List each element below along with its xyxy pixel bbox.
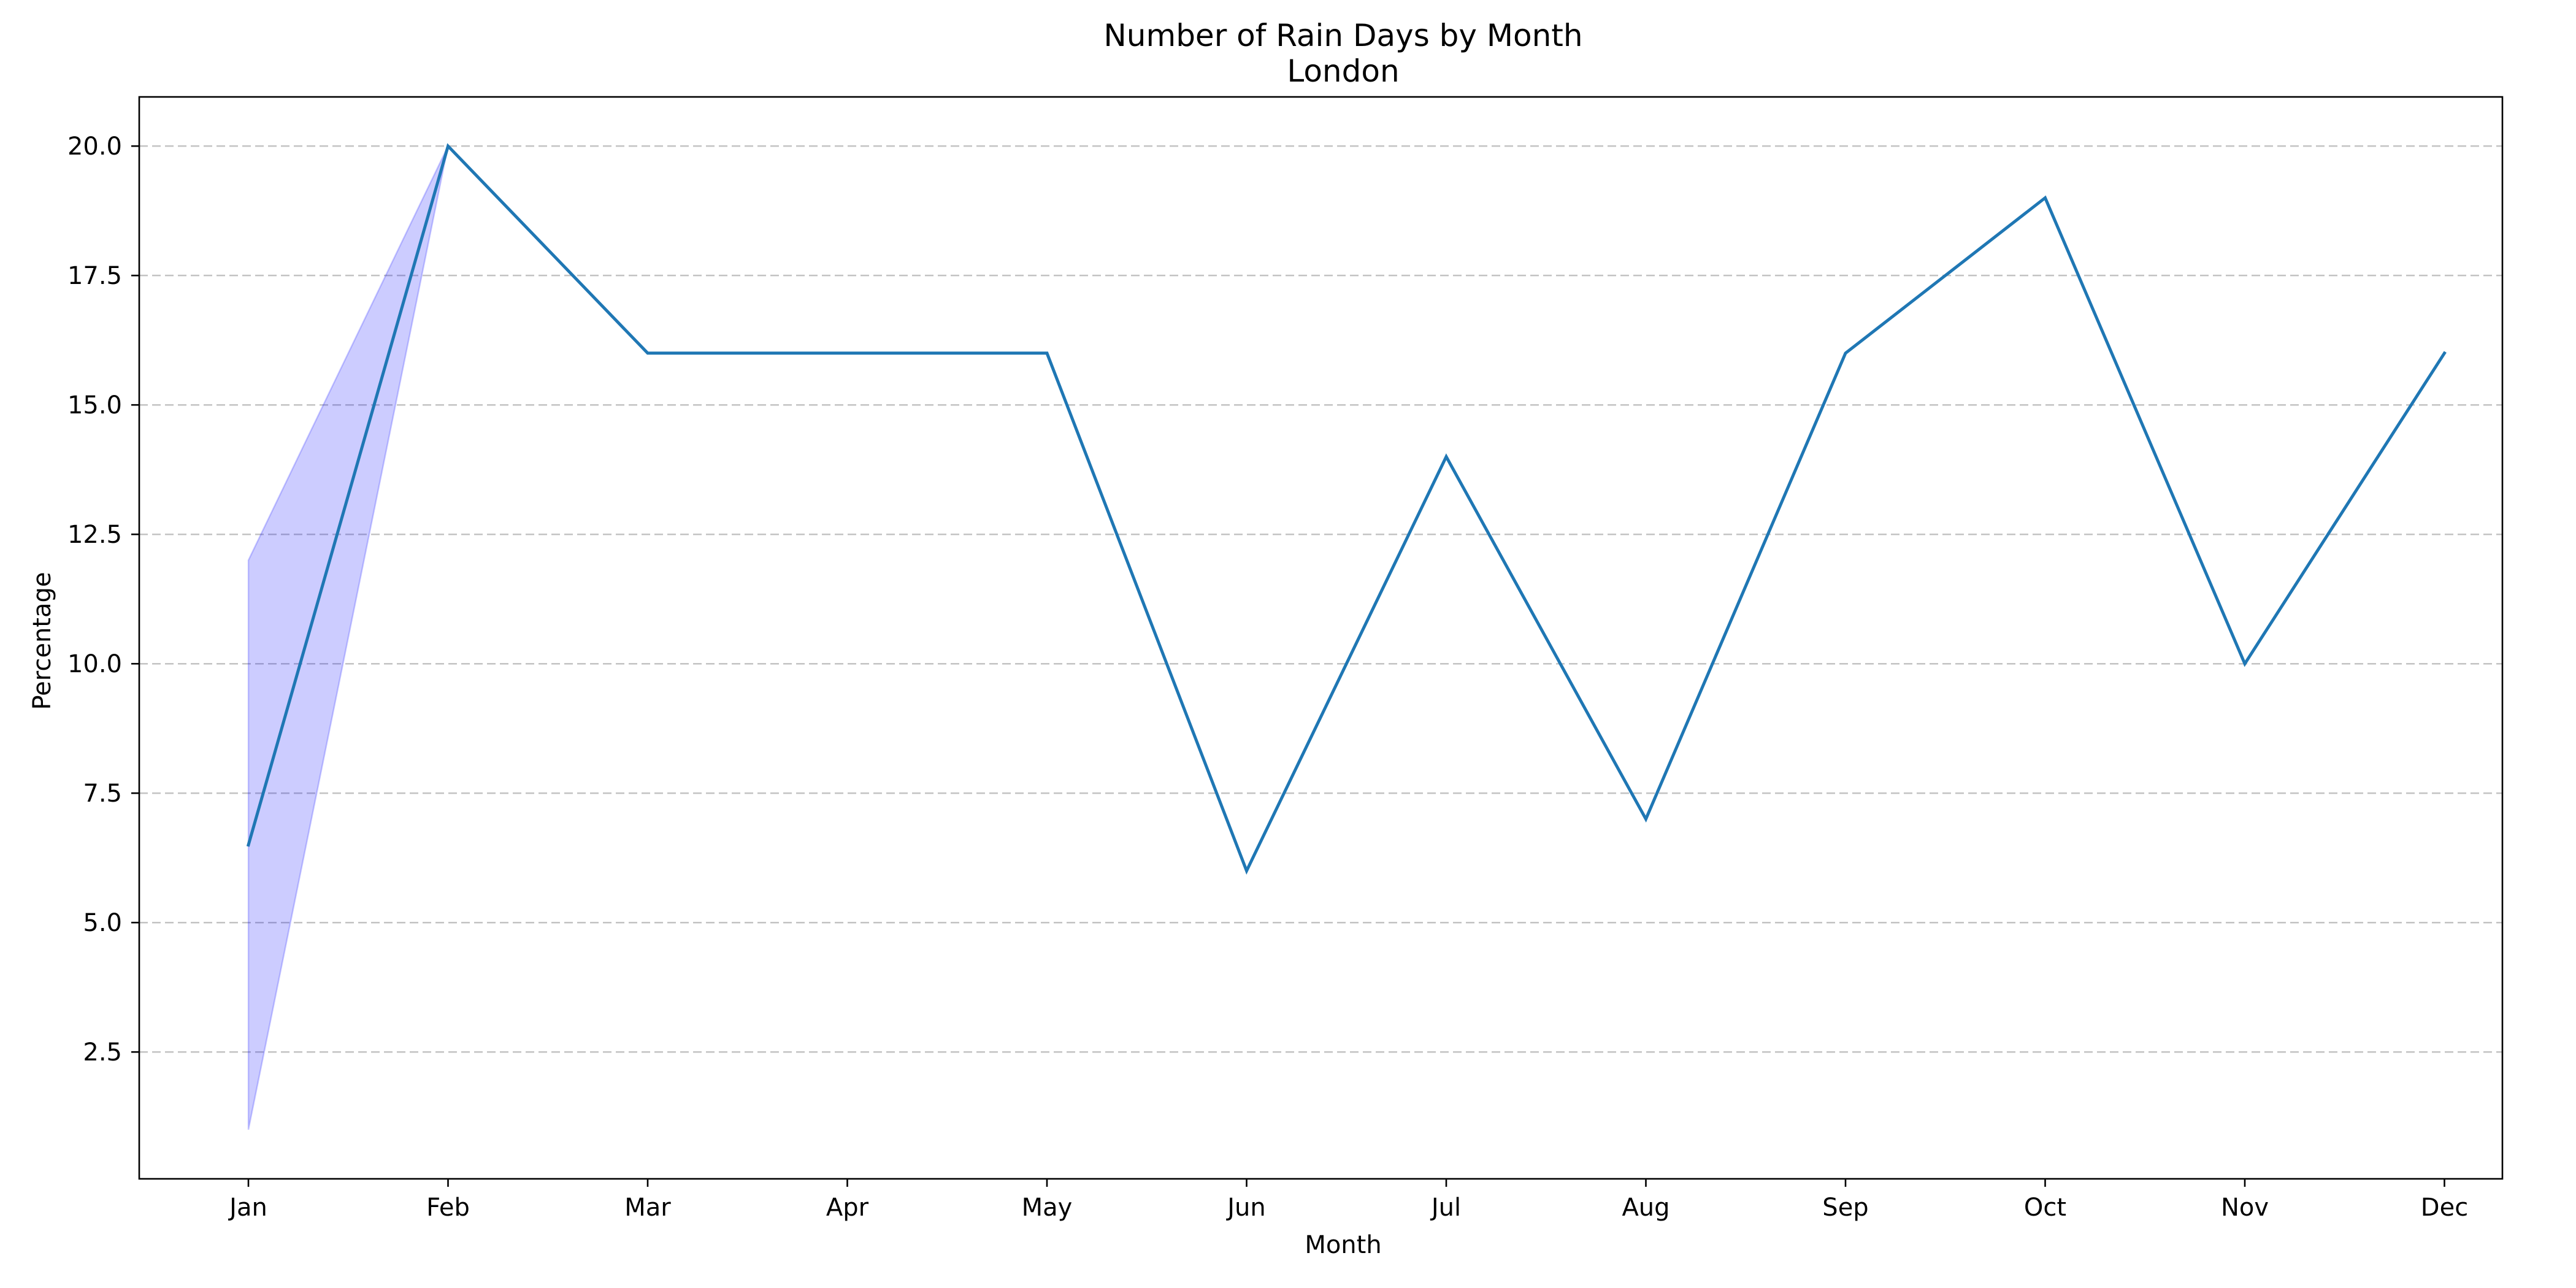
y-axis-label: Percentage [28, 572, 56, 710]
x-tick-label: Apr [826, 1194, 869, 1222]
x-tick-label: Mar [624, 1194, 671, 1222]
x-tick-label: Jun [1225, 1194, 1266, 1222]
x-tick-label: Jan [228, 1194, 267, 1222]
x-tick-label: May [1022, 1194, 1073, 1222]
y-tick-label: 20.0 [67, 132, 122, 161]
x-tick-label: Sep [1822, 1194, 1868, 1222]
x-tick-label: Aug [1622, 1194, 1669, 1222]
y-tick-label: 5.0 [83, 909, 122, 937]
chart-title: Number of Rain Days by Month [1103, 18, 1582, 53]
y-tick-label: 12.5 [67, 521, 122, 549]
series-layer [246, 143, 2447, 875]
y-tick-label: 7.5 [83, 780, 122, 808]
x-axis-label: Month [1305, 1231, 1381, 1259]
y-tick-label: 2.5 [83, 1038, 122, 1067]
x-tick-label: Oct [2024, 1194, 2066, 1222]
plot-area-frame [138, 96, 2504, 1180]
x-tick-label: Feb [426, 1194, 470, 1222]
x-tick-label: Jul [1430, 1194, 1461, 1222]
grid-lines [139, 145, 2502, 1053]
y-tick-label: 17.5 [67, 262, 122, 290]
series-line [246, 143, 2447, 875]
y-axis-ticks: 2.5 5.0 7.5 10.0 12.5 15.0 17.5 20.0 [67, 132, 139, 1067]
x-axis-ticks: Jan Feb Mar Apr May Jun Jul Aug Sep Oct Nov Dec [228, 1179, 2468, 1222]
y-tick-label: 10.0 [67, 650, 122, 678]
x-tick-label: Nov [2221, 1194, 2269, 1222]
chart-subtitle: London [1287, 53, 1399, 89]
x-tick-label: Dec [2421, 1194, 2468, 1222]
y-tick-label: 15.0 [67, 391, 122, 420]
